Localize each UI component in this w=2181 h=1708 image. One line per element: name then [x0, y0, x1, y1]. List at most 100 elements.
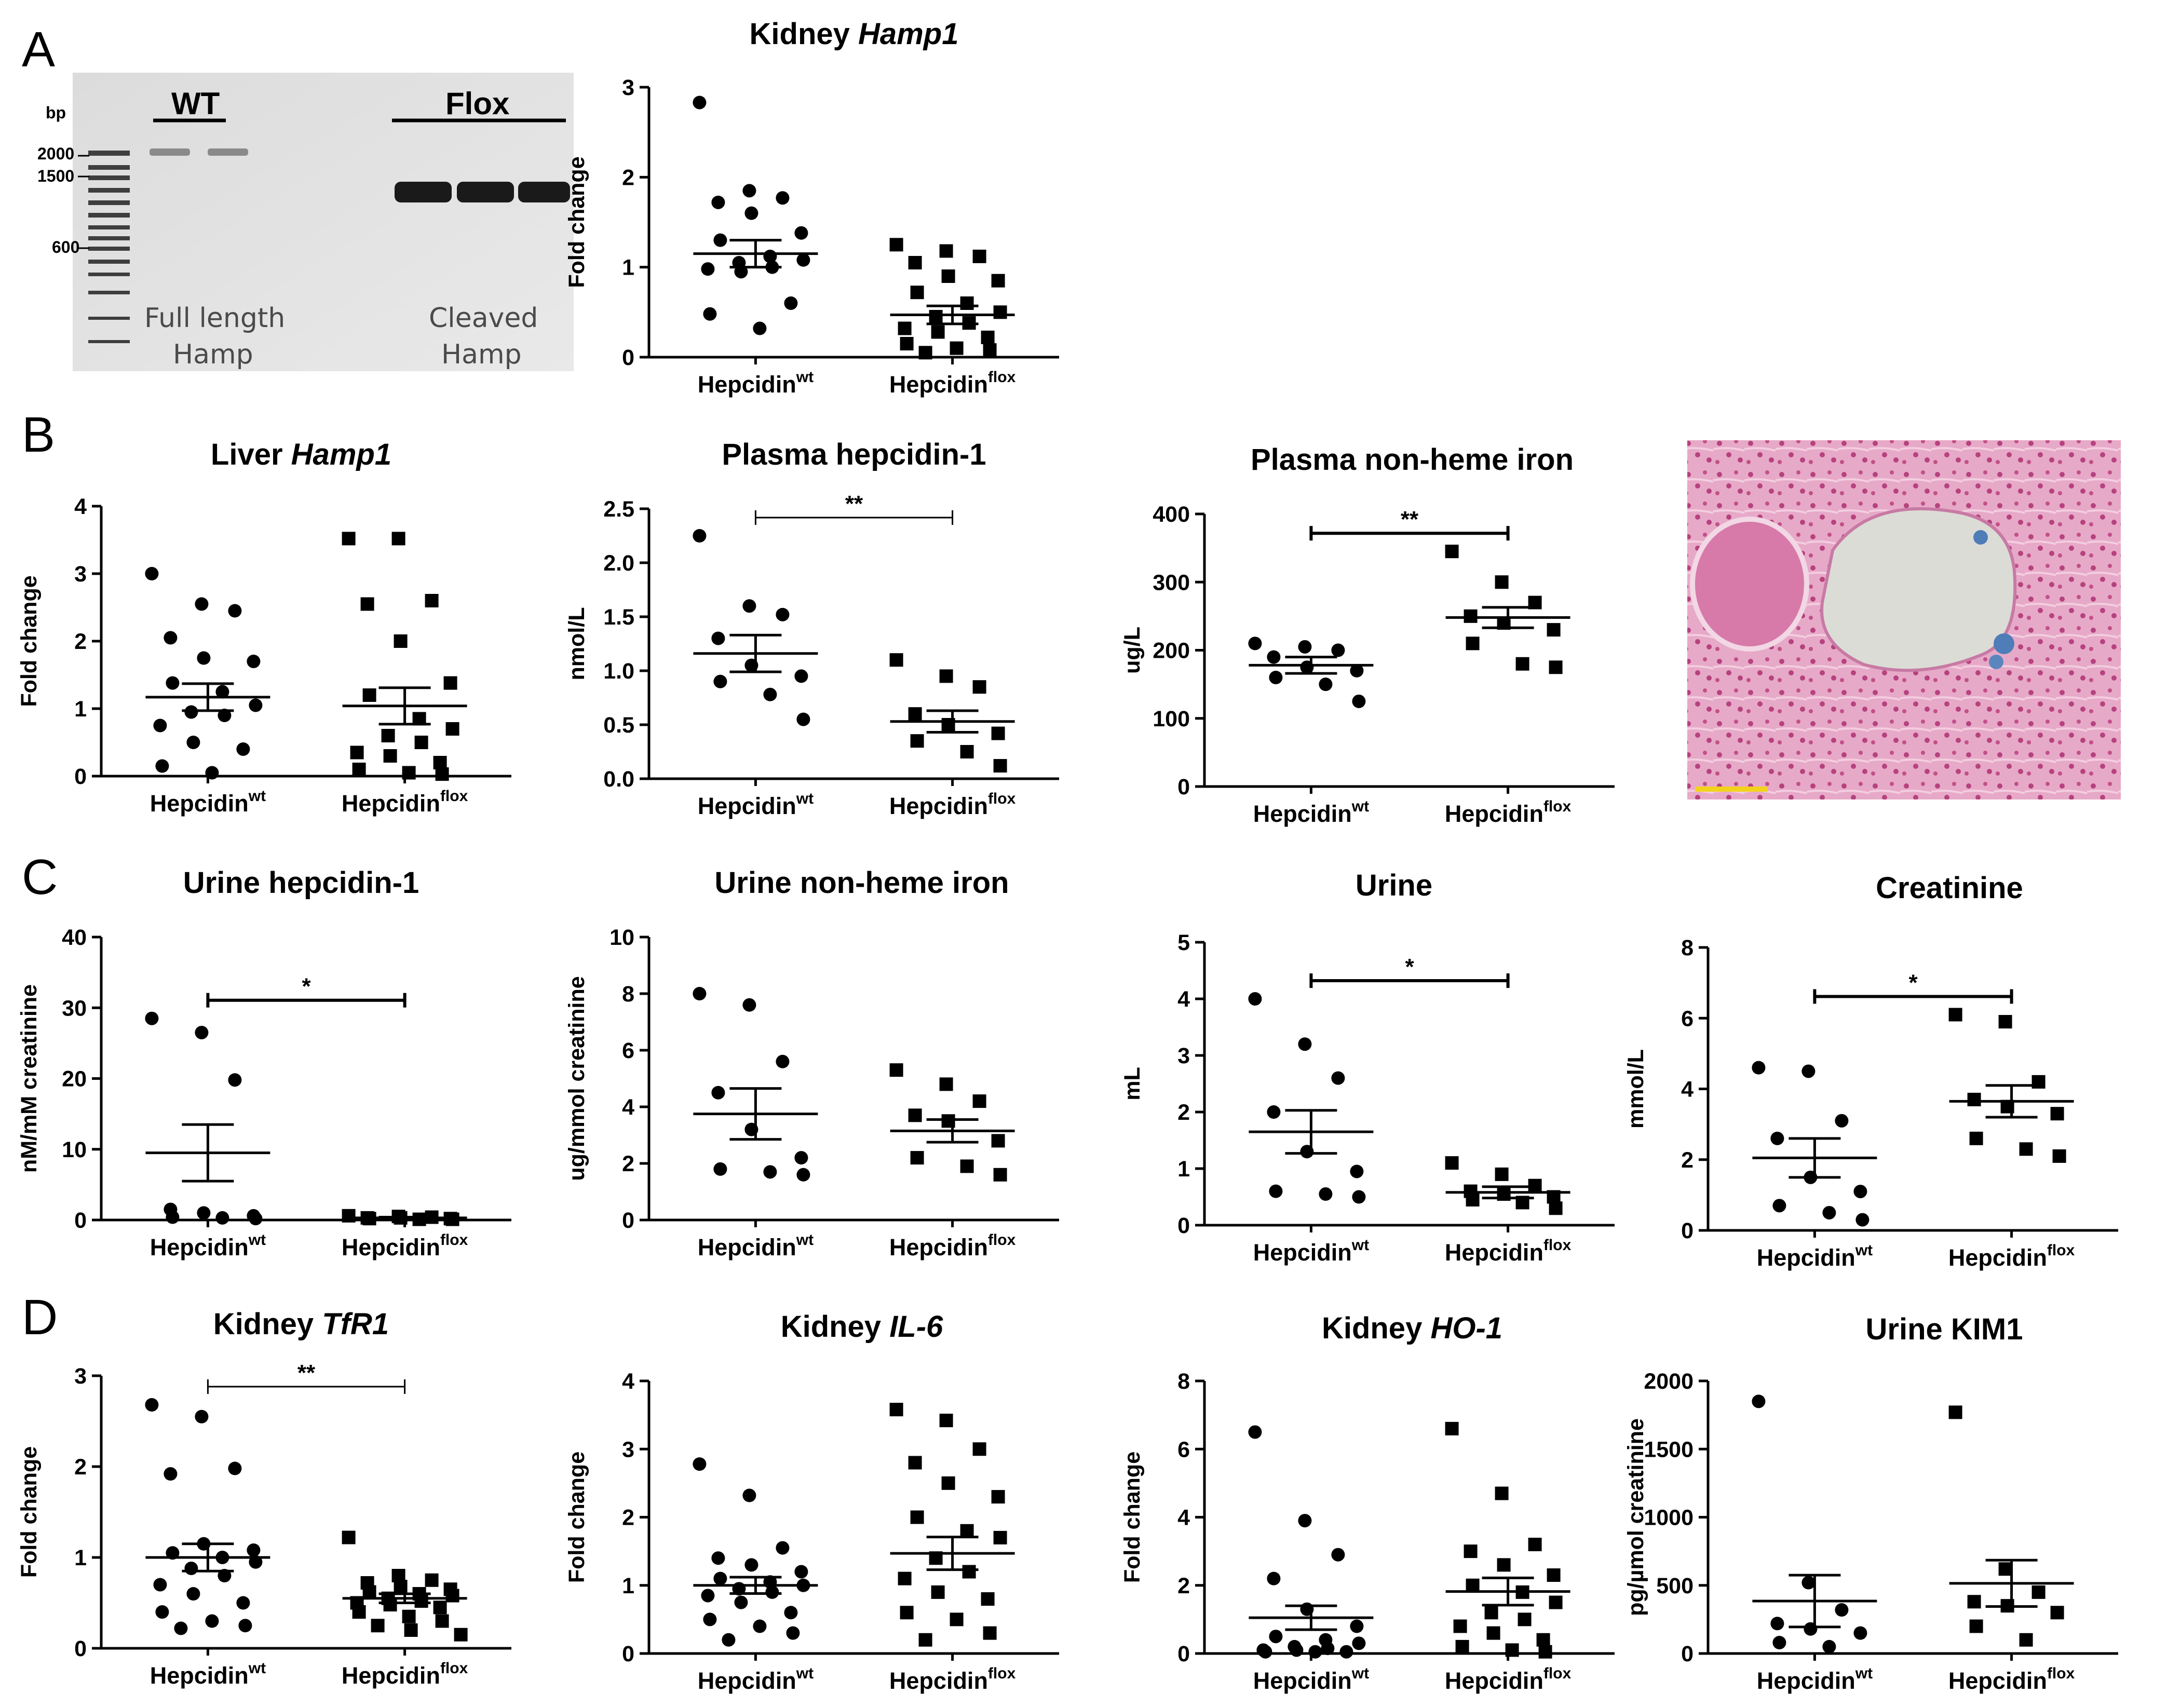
chart-plasma-hepcidin: Plasma hepcidin-1 0.0 0.5 1.0 1.5 2.0 2.5 nmol/…	[564, 438, 1059, 819]
y-tick-label: 0	[622, 1642, 634, 1666]
data-point	[166, 676, 180, 690]
x-category-base: Hepcidin	[1253, 1668, 1352, 1694]
data-point	[1350, 663, 1364, 677]
y-tick-label: 6	[1177, 1437, 1190, 1462]
data-point	[2000, 1599, 2014, 1613]
data-point	[197, 1206, 211, 1220]
data-point	[784, 1606, 798, 1620]
data-point	[1549, 660, 1563, 674]
x-category-sup: flox	[440, 1660, 468, 1677]
data-point	[155, 1605, 169, 1619]
data-point	[742, 599, 756, 613]
data-point	[1298, 1514, 1312, 1528]
y-tick-label: 8	[1177, 1369, 1190, 1394]
data-point	[435, 767, 449, 781]
data-point	[445, 1212, 459, 1226]
chart-title-text: Kidney	[213, 1307, 322, 1341]
chart-title: Plasma hepcidin-1	[722, 438, 986, 471]
data-point	[184, 1562, 198, 1575]
data-point	[753, 1619, 767, 1633]
data-point	[414, 1594, 428, 1608]
data-point	[732, 1582, 746, 1596]
data-point	[711, 195, 725, 209]
data-point	[1998, 1015, 2012, 1029]
x-category-label: Hepcidinflox	[342, 1231, 468, 1260]
data-point	[1248, 992, 1262, 1006]
chart-title: Creatinine	[1876, 871, 2023, 905]
gel-band-flox-2	[457, 182, 514, 202]
gel-band-flox-1	[395, 182, 452, 202]
data-point	[941, 269, 955, 283]
data-point	[445, 1589, 459, 1603]
data-point	[1464, 1544, 1478, 1558]
data-point	[983, 343, 997, 357]
y-tick-label: 0	[74, 1208, 87, 1233]
y-tick-label: 1	[74, 697, 87, 722]
x-category-sup: flox	[440, 788, 468, 805]
data-point	[2052, 1149, 2066, 1163]
data-point	[981, 1592, 995, 1606]
data-point	[247, 655, 261, 668]
data-point	[693, 529, 707, 543]
data-point	[1770, 1617, 1784, 1631]
data-point	[1445, 545, 1459, 559]
data-point	[1772, 1199, 1786, 1213]
x-category-base: Hepcidin	[1757, 1244, 1855, 1271]
data-point	[1466, 636, 1480, 650]
data-point	[1269, 671, 1283, 684]
data-point	[249, 1555, 263, 1569]
x-category-label: Hepcidinflox	[889, 1665, 1016, 1694]
data-point	[1528, 595, 1542, 609]
data-point	[350, 745, 364, 760]
data-point	[218, 709, 232, 722]
data-point	[362, 1585, 376, 1599]
x-category-label: Hepcidinflox	[1948, 1242, 2075, 1271]
x-category-label: Hepcidinwt	[698, 790, 814, 819]
data-point	[414, 736, 428, 749]
data-point	[1300, 1145, 1314, 1159]
data-point	[362, 1212, 376, 1226]
data-point	[1515, 1196, 1529, 1210]
data-point	[164, 631, 178, 645]
y-tick-label: 500	[1656, 1574, 1694, 1598]
data-point	[950, 341, 964, 355]
data-point	[1528, 1178, 1542, 1192]
data-point	[734, 1595, 748, 1609]
data-point	[786, 1626, 800, 1640]
y-tick-label: 1000	[1644, 1506, 1694, 1530]
data-point	[929, 1551, 943, 1565]
data-point	[991, 1134, 1005, 1148]
iron-deposit-1	[1973, 530, 1988, 545]
data-point	[1505, 1643, 1519, 1657]
data-point	[742, 184, 756, 198]
data-point	[908, 1108, 922, 1122]
data-point	[184, 705, 198, 719]
data-point	[186, 736, 200, 749]
data-point	[1331, 1071, 1345, 1085]
data-point	[1804, 1170, 1818, 1184]
data-point	[153, 1578, 167, 1592]
histology-vessel	[1820, 507, 2017, 672]
y-tick-label: 2.0	[603, 551, 634, 576]
data-point	[711, 1086, 725, 1100]
data-point	[1801, 1064, 1816, 1078]
data-point	[889, 1403, 903, 1417]
y-tick-label: 3	[74, 562, 87, 587]
x-category-label: Hepcidinwt	[1757, 1242, 1873, 1271]
gel-full-hamp-label: Hamp	[173, 339, 253, 370]
data-point	[197, 651, 211, 665]
data-point	[931, 1585, 945, 1599]
data-point	[796, 253, 810, 267]
y-axis-label: nmol/L	[564, 607, 589, 681]
y-tick-label: 0.0	[603, 767, 634, 792]
panel-letter-b: B	[22, 407, 55, 463]
y-tick-label: 1500	[1644, 1437, 1694, 1462]
x-category-sup: wt	[248, 788, 266, 805]
y-tick-label: 5	[1177, 930, 1190, 955]
data-point	[972, 1094, 986, 1108]
x-category-base: Hepcidin	[1757, 1668, 1855, 1694]
x-category-base: Hepcidin	[342, 1662, 440, 1689]
data-point	[1267, 1571, 1281, 1585]
x-category-sup: flox	[1543, 798, 1572, 815]
data-point	[960, 1159, 974, 1173]
